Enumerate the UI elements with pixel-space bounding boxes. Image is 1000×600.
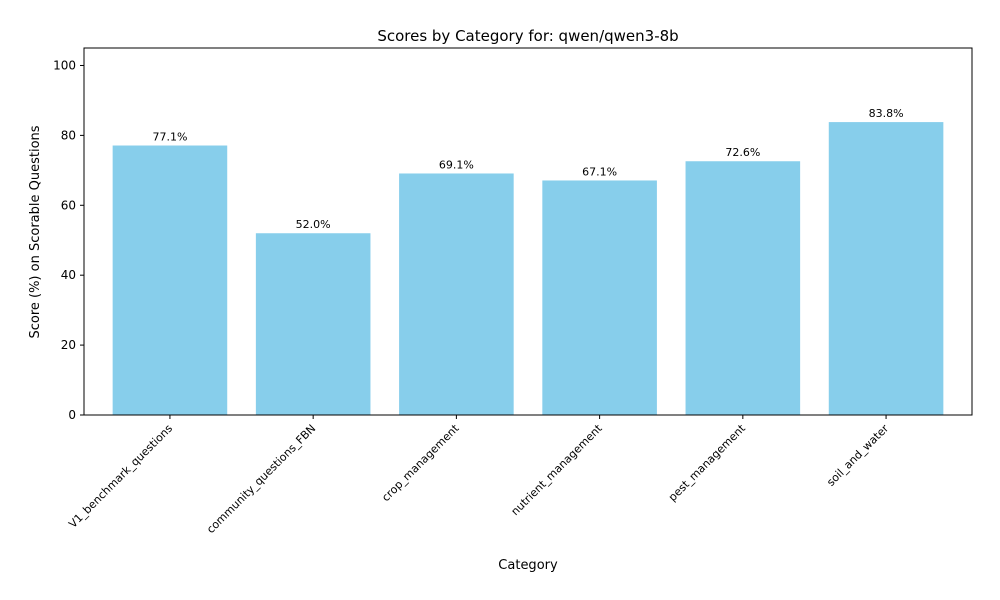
bar [542, 180, 657, 415]
y-tick-label: 40 [61, 268, 76, 282]
data-label: 67.1% [582, 165, 617, 178]
y-tick-label: 0 [68, 408, 76, 422]
y-tick-label: 100 [53, 58, 76, 72]
bar [685, 161, 801, 415]
data-label: 83.8% [869, 107, 904, 120]
x-tick-label: nutrient_management [509, 421, 606, 518]
y-tick-label: 20 [61, 338, 76, 352]
plot-area: 77.1% 52.0% 69.1% 67.1% 72.6% 83.8% 0 20 40 60 80 1… [53, 47, 973, 536]
bar [112, 145, 228, 415]
x-tick-label: soil_and_water [824, 422, 891, 489]
y-tick-label: 80 [61, 128, 76, 142]
y-axis-label: Score (%) on Scorable Questions [28, 125, 43, 338]
data-label: 69.1% [439, 158, 474, 171]
data-label: 72.6% [725, 146, 760, 159]
bar [828, 122, 944, 415]
y-tick-label: 60 [61, 198, 76, 212]
bar [255, 233, 371, 415]
x-tick-label: pest_management [666, 421, 748, 503]
data-label: 52.0% [296, 218, 331, 231]
chart-title: Scores by Category for: qwen/qwen3-8b [377, 27, 678, 45]
x-tick-label: crop_management [379, 421, 462, 504]
bar [399, 173, 514, 415]
x-tick-label: V1_benchmark_questions [66, 422, 175, 531]
axes-frame [83, 47, 973, 416]
data-label: 77.1% [152, 131, 187, 144]
x-tick-label: community_questions_FBN [204, 422, 318, 536]
x-axis-label: Category [498, 558, 558, 573]
